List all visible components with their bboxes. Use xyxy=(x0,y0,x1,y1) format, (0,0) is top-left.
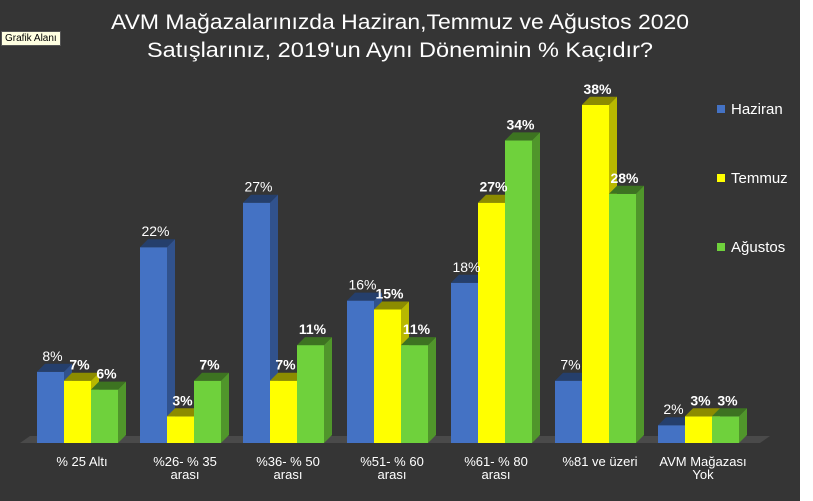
category-label-1-0: %26- % 35 xyxy=(153,454,217,469)
chart-title-line-1: AVM Mağazalarınızda Haziran,Temmuz ve Ağ… xyxy=(111,11,689,34)
data-label-haziran-4: 18% xyxy=(452,259,480,275)
chart-area-tooltip: Grafik Alanı xyxy=(1,31,61,46)
category-label-6-0: AVM Mağazası xyxy=(659,454,746,469)
data-label-temmuz-2: 7% xyxy=(275,357,296,373)
data-label-haziran-0: 8% xyxy=(42,348,62,364)
data-label-ağustos-4: 34% xyxy=(506,116,535,132)
bar-ağustos-3 xyxy=(401,337,436,443)
category-label-6-1: Yok xyxy=(692,467,714,482)
bar-haziran-1 xyxy=(140,239,175,443)
category-label-3-0: %51- % 60 xyxy=(360,454,424,469)
data-label-temmuz-1: 3% xyxy=(172,392,193,408)
category-label-4-1: arası xyxy=(482,467,511,482)
chart-title-line-2: Satışlarınız, 2019'un Aynı Döneminin % K… xyxy=(147,39,653,62)
data-label-ağustos-1: 7% xyxy=(199,357,220,373)
category-label-1-1: arası xyxy=(171,467,200,482)
data-label-ağustos-2: 11% xyxy=(299,321,327,337)
legend: Haziran Temmuz Ağustos xyxy=(717,101,788,256)
bar-ağustos-0 xyxy=(91,381,126,443)
data-label-temmuz-5: 38% xyxy=(583,81,612,97)
legend-label-haziran: Haziran xyxy=(731,101,783,118)
category-label-5-0: %81 ve üzeri xyxy=(562,454,637,469)
category-label-3-1: arası xyxy=(378,467,407,482)
bar-haziran-0 xyxy=(37,363,72,443)
bar-ağustos-2 xyxy=(297,337,332,443)
bar-ağustos-1 xyxy=(194,372,229,443)
bar-haziran-5 xyxy=(555,372,590,443)
legend-label-temmuz: Temmuz xyxy=(731,170,788,187)
legend-swatch-ağustos xyxy=(717,243,725,251)
data-label-temmuz-6: 3% xyxy=(690,392,711,408)
legend-swatch-temmuz xyxy=(717,174,725,182)
data-label-ağustos-6: 3% xyxy=(717,392,738,408)
data-label-haziran-5: 7% xyxy=(560,357,580,373)
data-label-haziran-6: 2% xyxy=(663,401,683,417)
category-label-0-0: % 25 Altı xyxy=(56,454,107,469)
data-label-temmuz-3: 15% xyxy=(375,286,404,302)
data-label-temmuz-0: 7% xyxy=(69,357,90,373)
data-label-haziran-3: 16% xyxy=(348,277,376,293)
data-label-ağustos-3: 11% xyxy=(403,321,431,337)
data-label-haziran-2: 27% xyxy=(244,179,272,195)
category-label-4-0: %61- % 80 xyxy=(464,454,528,469)
bar-ağustos-6 xyxy=(712,408,747,443)
category-label-2-0: %36- % 50 xyxy=(256,454,320,469)
category-label-2-1: arası xyxy=(274,467,303,482)
data-labels-layer: 8% 7% 6% 22% 3% 7% 27% 7% 11% 16%15% 11% 18% 27% 34% 7… xyxy=(42,81,738,417)
bar-ağustos-5 xyxy=(609,185,644,444)
legend-label-ağustos: Ağustos xyxy=(731,239,785,256)
data-label-ağustos-0: 6% xyxy=(96,366,117,382)
bars-layer xyxy=(37,96,747,444)
data-label-ağustos-5: 28% xyxy=(610,170,639,186)
data-label-temmuz-4: 27% xyxy=(479,179,508,195)
data-label-haziran-1: 22% xyxy=(141,223,169,239)
legend-swatch-haziran xyxy=(717,105,725,113)
bar-ağustos-4 xyxy=(505,132,540,443)
